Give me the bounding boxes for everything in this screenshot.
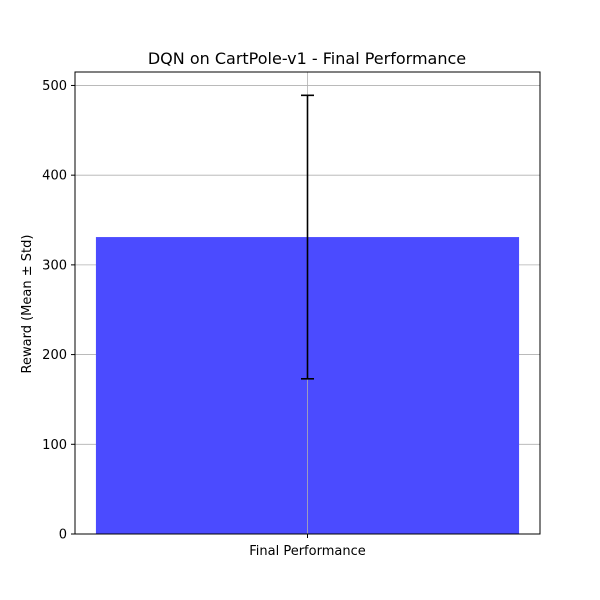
y-tick-label-400: 400 — [42, 169, 67, 184]
x-ticks: Final Performance — [249, 534, 366, 559]
y-axis-label: Reward (Mean ± Std) — [20, 235, 35, 374]
x-tick-label-0: Final Performance — [249, 544, 365, 559]
error-bars — [301, 94, 314, 380]
y-tick-label-100: 100 — [42, 438, 67, 453]
y-tick-label-0: 0 — [59, 528, 67, 543]
y-tick-label-500: 500 — [42, 79, 67, 94]
y-ticks: 0 100 200 300 400 500 — [42, 79, 75, 543]
chart-title: DQN on CartPole-v1 - Final Performance — [148, 49, 466, 68]
plot-area: 0 100 200 300 400 500 Final Performance — [42, 71, 541, 559]
y-tick-label-200: 200 — [42, 348, 67, 363]
y-tick-label-300: 300 — [42, 258, 67, 273]
